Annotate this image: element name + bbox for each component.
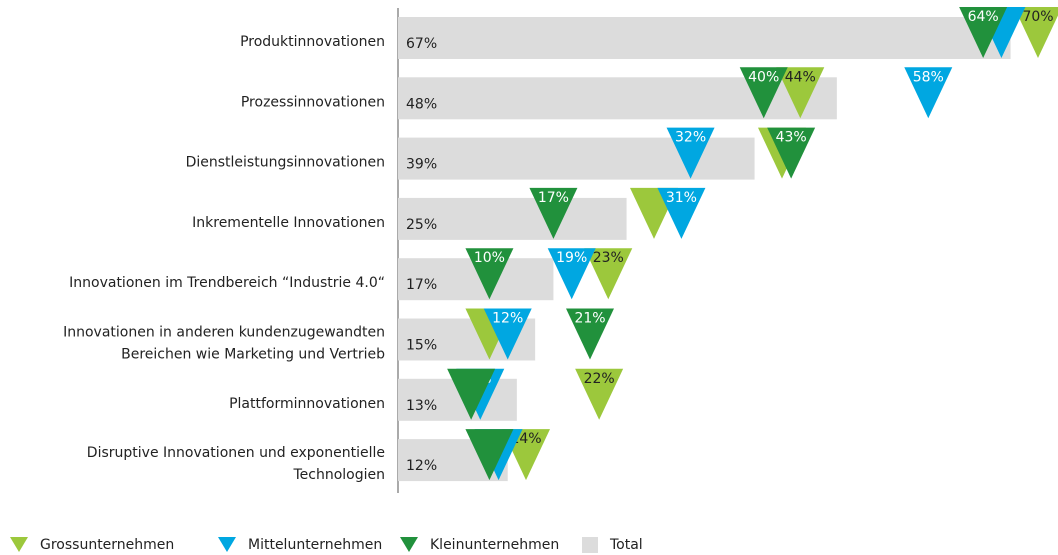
triangle-label: 10%: [474, 250, 505, 266]
category-label: Bereichen wie Marketing und Vertrieb: [121, 347, 385, 363]
triangle-label: 22%: [584, 371, 615, 387]
triangle-marker: [483, 308, 532, 360]
bar-label: 12%: [406, 458, 437, 474]
triangle-label: 44%: [785, 69, 816, 85]
bar-label: 67%: [406, 36, 437, 52]
category-label: Technologien: [292, 467, 385, 483]
category-label: Prozessinnovationen: [241, 94, 385, 110]
bar-label: 39%: [406, 157, 437, 173]
legend-swatch: [582, 537, 598, 553]
triangle-label: 12%: [492, 311, 523, 327]
triangle-label: 21%: [574, 311, 605, 327]
triangle-label: 19%: [556, 250, 587, 266]
bar-label: 48%: [406, 96, 437, 112]
category-label: Inkrementelle Innovationen: [192, 215, 385, 231]
category-label: Innovationen in anderen kundenzugewandte…: [63, 325, 385, 341]
triangle-label: 43%: [776, 130, 807, 146]
triangle-marker: [465, 248, 514, 300]
category-label: Plattforminnovationen: [229, 396, 385, 412]
triangle-marker: [584, 248, 633, 300]
bar-label: 13%: [406, 398, 437, 414]
triangle-label: 40%: [748, 69, 779, 85]
triangle-marker: [666, 127, 715, 179]
triangle-marker: [566, 308, 614, 360]
triangle-marker: [529, 187, 578, 239]
triangle-marker: [776, 67, 825, 119]
legend-label: Grossunternehmen: [40, 537, 174, 553]
triangle-label: 58%: [913, 69, 944, 85]
bar-label: 15%: [406, 338, 437, 354]
triangle-label: 70%: [1022, 9, 1053, 25]
triangle-marker: [767, 127, 816, 179]
legend-label: Mittelunternehmen: [248, 537, 382, 553]
bar: [398, 197, 627, 240]
legend-label: Total: [609, 537, 643, 553]
category-label: Innovationen im Trendbereich “Industrie …: [69, 275, 385, 291]
category-label: Produktinnovationen: [240, 34, 385, 50]
triangle-marker: [657, 187, 706, 239]
triangle-marker: [1014, 7, 1058, 58]
legend-swatch: [400, 537, 418, 552]
triangle-marker: [547, 248, 596, 300]
triangle-marker: [959, 7, 1008, 58]
triangle-label: 23%: [593, 250, 624, 266]
bar: [398, 17, 1011, 59]
triangle-marker: [575, 368, 624, 420]
legend-swatch: [218, 537, 236, 552]
triangle-marker: [465, 429, 514, 481]
category-label: Disruptive Innovationen und exponentiell…: [87, 445, 385, 461]
triangle-label: 32%: [675, 130, 706, 146]
legend-label: Kleinunternehmen: [430, 537, 559, 553]
triangle-marker: [447, 368, 496, 420]
bar-label: 25%: [406, 217, 437, 233]
category-label: Dienstleistungsinnovationen: [186, 155, 385, 171]
triangle-label: 64%: [968, 9, 999, 25]
triangle-marker: [739, 67, 788, 119]
triangle-label: 31%: [666, 190, 697, 206]
triangle-label: 17%: [538, 190, 569, 206]
legend-swatch: [10, 537, 28, 552]
bar-label: 17%: [406, 277, 437, 293]
triangle-marker: [904, 67, 953, 119]
